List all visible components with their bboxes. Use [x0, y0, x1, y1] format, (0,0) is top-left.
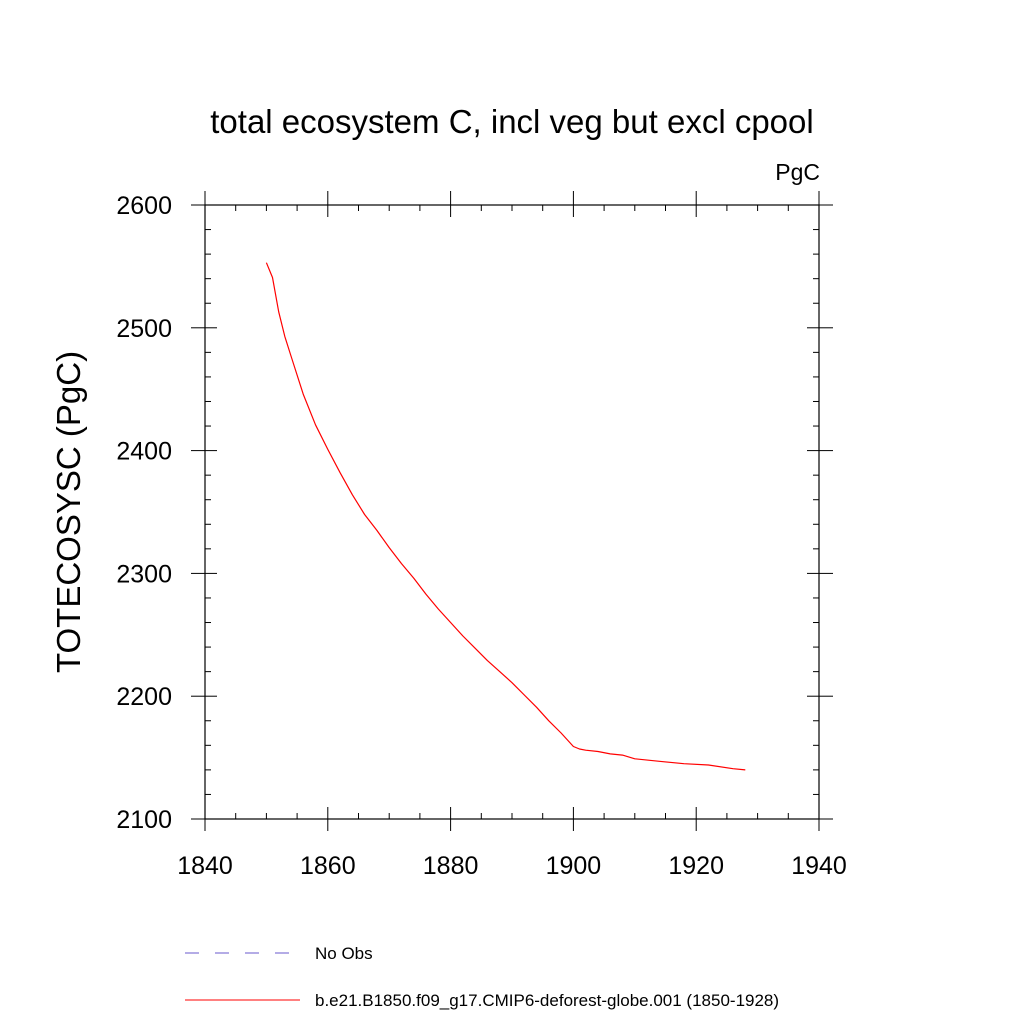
units-label: PgC — [775, 159, 820, 185]
x-tick-label: 1920 — [668, 852, 724, 880]
legend-label-model-run: b.e21.B1850.f09_g17.CMIP6-deforest-globe… — [315, 991, 779, 1010]
legend-label-no-obs: No Obs — [315, 944, 373, 963]
x-tick-label: 1900 — [546, 852, 602, 880]
x-tick-label: 1880 — [423, 852, 479, 880]
series-line — [265, 262, 746, 771]
y-axis-label: TOTECOSYSC (PgC) — [50, 351, 87, 673]
y-tick-label: 2400 — [116, 438, 172, 466]
y-tick-label: 2100 — [116, 806, 172, 834]
y-tick-label: 2200 — [116, 683, 172, 711]
x-tick-label: 1940 — [791, 852, 847, 880]
y-tick-label: 2600 — [116, 192, 172, 220]
plot-frame — [204, 204, 820, 820]
y-tick-label: 2500 — [116, 315, 172, 343]
x-tick-label: 1860 — [300, 852, 356, 880]
series-lines — [265, 262, 746, 771]
legend: No Obs b.e21.B1850.f09_g17.CMIP6-defores… — [185, 944, 779, 1010]
x-tick-label: 1840 — [177, 852, 233, 880]
chart-title: total ecosystem C, incl veg but excl cpo… — [210, 103, 813, 140]
axis-ticks: 1840 1860 1880 1900 1920 1940 2100 2200 2300 2400… — [116, 191, 847, 880]
y-tick-label: 2300 — [116, 560, 172, 588]
